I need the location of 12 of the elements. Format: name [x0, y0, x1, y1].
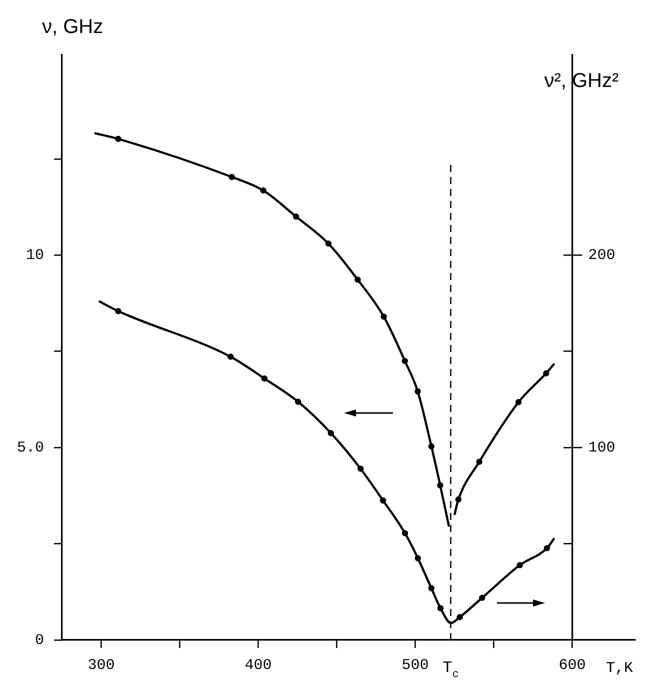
- x-tick-label: 500: [402, 656, 429, 674]
- y-tick-label: 10: [26, 247, 44, 264]
- y-tick-label: 5.0: [16, 440, 44, 457]
- x-tick-label: 400: [244, 656, 272, 674]
- x-axis-title: T,K: [606, 660, 634, 677]
- y-tick-label: 0: [34, 632, 44, 649]
- y2-tick-label: 200: [588, 247, 616, 264]
- x-tick-label: 300: [88, 656, 115, 674]
- x-tick-label: 600: [558, 656, 586, 674]
- y2-tick-label: 100: [588, 440, 616, 457]
- y2-axis-title: ν², GHz²: [544, 70, 619, 92]
- y-axis-title: ν, GHz: [42, 16, 104, 38]
